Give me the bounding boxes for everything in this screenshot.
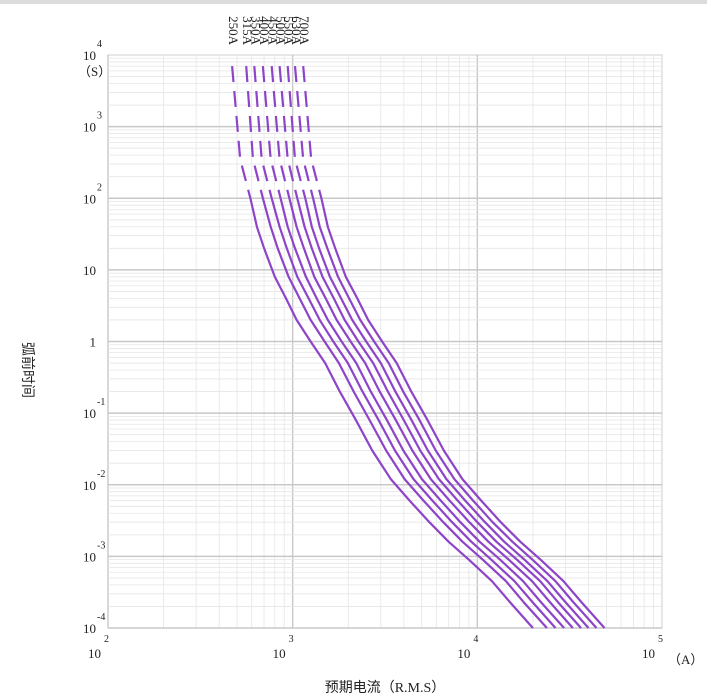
y-tick-exponent: 3 — [97, 111, 102, 122]
curve-630A-dashed — [293, 66, 315, 199]
curve-label-400A: 400A — [257, 16, 272, 46]
y-tick-label: 10 — [83, 621, 96, 636]
curve-315A-dashed — [245, 66, 264, 199]
curve-250A-dashed — [231, 66, 252, 199]
curve-350A-dashed — [253, 66, 273, 199]
x-tick-exponent: 2 — [104, 634, 109, 645]
curve-label-350A: 350A — [248, 16, 263, 46]
curve-250A — [249, 198, 534, 629]
curve-550A — [304, 198, 590, 629]
y-tick-label: 10 — [83, 478, 96, 493]
curve-450A-dashed — [270, 66, 291, 199]
y-tick-label: 10 — [83, 191, 96, 206]
curve-label-315A: 315A — [240, 16, 255, 46]
curve-700A-dashed — [302, 66, 323, 199]
x-tick-label: 10 — [457, 646, 470, 661]
x-tick-exponent: 5 — [658, 634, 663, 645]
y-tick-exponent: 2 — [97, 182, 102, 193]
x-tick-label: 10 — [88, 646, 101, 661]
curve-label-250A: 250A — [226, 16, 241, 46]
y-axis-title: 弧前时间 — [19, 342, 36, 398]
curve-label-550A: 550A — [282, 16, 297, 46]
curve-label-700A: 700A — [297, 16, 312, 46]
x-tick-exponent: 4 — [473, 634, 478, 645]
x-tick-label: 10 — [273, 646, 286, 661]
curve-700A — [320, 198, 606, 629]
curve-label-450A: 450A — [266, 16, 281, 46]
x-unit-label: （A） — [668, 652, 703, 667]
x-tick-exponent: 3 — [289, 634, 294, 645]
y-tick-label: 10 — [83, 406, 96, 421]
y-tick-exponent: -1 — [97, 397, 105, 408]
y-tick-exponent: -4 — [97, 612, 105, 623]
y-tick-exponent: 4 — [97, 39, 102, 50]
curve-label-630A: 630A — [289, 16, 304, 46]
curve-400A — [279, 198, 565, 629]
curve-500A-dashed — [278, 66, 299, 199]
curve-label-500A: 500A — [274, 16, 289, 46]
y-tick-exponent: -3 — [97, 540, 105, 551]
y-unit-label: （S） — [78, 64, 111, 79]
top-border — [0, 0, 707, 4]
y-tick-label: 10 — [83, 263, 96, 278]
curve-450A — [288, 198, 574, 629]
x-axis-title: 预期电流（R.M.S） — [325, 680, 446, 695]
y-tick-label: 10 — [83, 48, 96, 63]
curve-group — [231, 66, 606, 629]
curve-400A-dashed — [261, 66, 282, 199]
y-tick-exponent: -2 — [97, 469, 105, 480]
y-tick-label: 10 — [83, 549, 96, 564]
curve-630A — [312, 198, 598, 629]
curve-315A — [261, 198, 548, 629]
curve-550A-dashed — [286, 66, 307, 199]
curve-350A — [270, 198, 557, 629]
plot-grid — [107, 54, 663, 629]
y-tick-label: 1 — [90, 335, 97, 350]
y-tick-label: 10 — [83, 120, 96, 135]
curve-500A — [296, 198, 582, 629]
x-tick-label: 10 — [642, 646, 655, 661]
